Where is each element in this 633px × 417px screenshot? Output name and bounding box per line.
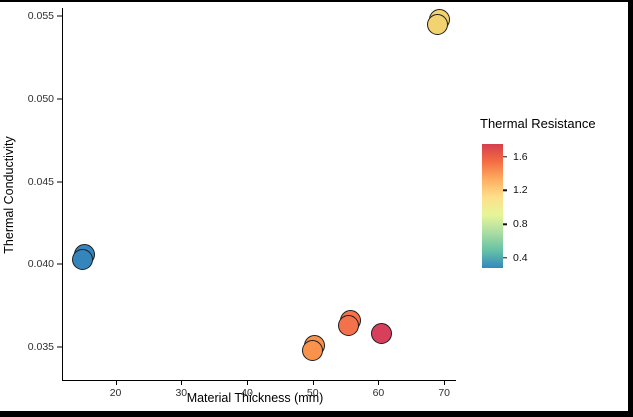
legend-gradient-bar — [482, 144, 503, 268]
plot-panel: 20 30 40 50 60 70 0.035 0.040 0.045 0.050 0.055 — [28, 8, 456, 399]
y-tick-label: 0.035 — [27, 340, 54, 353]
data-point — [371, 323, 393, 345]
legend-title: Thermal Resistance — [480, 116, 596, 131]
y-tick-label: 0.045 — [27, 175, 54, 188]
legend: Thermal Resistance 1.6 1.2 0.8 0.4 — [476, 116, 628, 291]
x-tick-label: 30 — [175, 387, 188, 399]
legend-tick-label: 0.4 — [513, 251, 528, 264]
data-point — [72, 248, 94, 270]
x-tick-label: 70 — [438, 387, 450, 399]
x-tick — [247, 380, 248, 385]
y-axis-title: Thermal Conductivity — [2, 136, 16, 254]
x-tick-label: 40 — [241, 387, 253, 399]
x-tick — [181, 380, 183, 385]
x-tick — [378, 380, 380, 385]
x-tick — [115, 380, 117, 385]
x-tick-label: 20 — [109, 387, 122, 399]
data-point — [338, 314, 360, 336]
x-tick — [312, 380, 314, 385]
y-tick-label: 0.055 — [27, 10, 54, 23]
y-tick — [57, 181, 62, 183]
y-tick-label: 0.050 — [27, 92, 54, 105]
legend-tick — [503, 155, 507, 158]
y-tick — [57, 98, 62, 100]
legend-tick-label: 0.8 — [513, 218, 528, 231]
x-tick-label: 50 — [306, 387, 319, 399]
y-tick — [57, 15, 62, 17]
data-point — [302, 339, 324, 361]
y-tick-label: 0.040 — [27, 258, 54, 271]
data-point — [427, 14, 449, 36]
legend-tick — [503, 223, 507, 225]
y-tick — [57, 263, 62, 265]
x-tick — [444, 380, 446, 385]
legend-tick — [503, 189, 507, 192]
x-axis-title: Material Thickness (mm) — [186, 391, 324, 405]
legend-tick-label: 1.6 — [513, 150, 528, 163]
legend-tick — [503, 257, 507, 259]
chart-canvas: Thermal Conductivity 20 30 40 50 60 70 0.035 0.… — [0, 2, 628, 411]
x-tick-label: 60 — [372, 387, 385, 399]
y-tick — [57, 346, 62, 348]
legend-tick-label: 1.2 — [513, 184, 528, 197]
